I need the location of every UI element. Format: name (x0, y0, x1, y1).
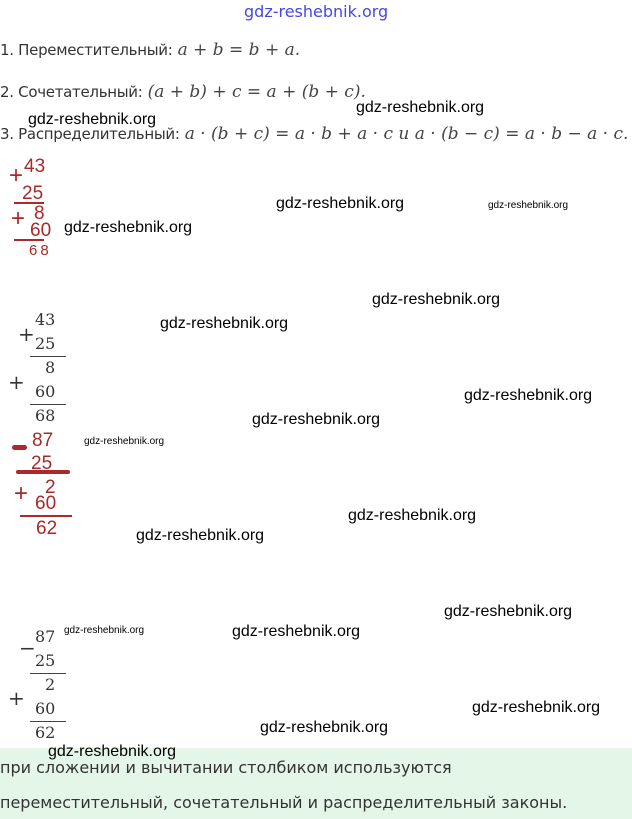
conclusion-line: при сложении и вычитании столбиком испол… (0, 758, 452, 777)
minus-sign (12, 445, 27, 450)
plus-sign: + (9, 162, 24, 189)
law-commutative: 1. Переместительный: a + b = b + a. (0, 40, 300, 60)
watermark: gdz-reshebnik.org (232, 623, 361, 640)
sum-line (14, 239, 44, 241)
top-watermark-link[interactable]: gdz-reshebnik.org (244, 2, 389, 21)
watermark: gdz-reshebnik.org (348, 507, 477, 524)
plus-sign: + (8, 370, 25, 394)
operand: 87 (32, 430, 54, 451)
law-label: 3. Распределительный: (0, 125, 180, 143)
operand: 2 (45, 675, 56, 694)
operand: 43 (35, 310, 56, 329)
conclusion-line: переместительный, сочетательный и распре… (0, 793, 568, 812)
watermark: gdz-reshebnik.org (84, 436, 165, 447)
sum-line (30, 673, 66, 674)
minus-sign: − (19, 636, 36, 660)
operand: 43 (24, 156, 46, 177)
operand: 87 (35, 627, 56, 646)
operand: 60 (30, 220, 52, 241)
watermark: gdz-reshebnik.org (464, 387, 593, 404)
watermark: gdz-reshebnik.org (356, 99, 485, 116)
sum-line (30, 404, 66, 405)
plus-sign: + (11, 205, 26, 232)
watermark: gdz-reshebnik.org (64, 625, 145, 636)
watermark: gdz-reshebnik.org (160, 315, 289, 332)
law-formula: a + b = b + a. (177, 40, 301, 60)
watermark: gdz-reshebnik.org (252, 411, 381, 428)
sum-line (30, 356, 66, 357)
operand: 25 (22, 183, 44, 204)
law-label: 1. Переместительный: (0, 41, 173, 59)
plus-sign: + (18, 322, 35, 346)
sum-line (20, 515, 72, 517)
operand: 60 (35, 699, 56, 718)
watermark: gdz-reshebnik.org (488, 200, 569, 211)
operand: 25 (35, 651, 56, 670)
law-distributive: 3. Распределительный: a · (b + c) = a · … (0, 124, 628, 144)
law-associative: 2. Сочетательный: (a + b) + c = a + (b +… (0, 82, 366, 102)
law-label: 2. Сочетательный: (0, 83, 143, 101)
watermark: gdz-reshebnik.org (64, 219, 193, 236)
watermark: gdz-reshebnik.org (28, 111, 157, 128)
law-formula: a · (b + c) = a · b + a · c и a · (b − c… (184, 124, 629, 144)
result: 68 (29, 242, 52, 259)
operand: 25 (35, 334, 56, 353)
law-formula: (a + b) + c = a + (b + c). (147, 82, 366, 102)
operand: 8 (45, 358, 56, 377)
plus-sign: + (8, 686, 25, 710)
watermark: gdz-reshebnik.org (472, 699, 601, 716)
operand: 25 (31, 453, 53, 474)
watermark: gdz-reshebnik.org (276, 195, 405, 212)
result: 68 (35, 406, 56, 425)
sum-line (30, 721, 66, 722)
watermark: gdz-reshebnik.org (372, 291, 501, 308)
operand: 8 (34, 203, 45, 224)
sum-line (16, 470, 70, 474)
watermark: gdz-reshebnik.org (136, 527, 265, 544)
operand: 60 (35, 493, 57, 514)
operand: 60 (35, 382, 56, 401)
conclusion-box: при сложении и вычитании столбиком испол… (0, 748, 632, 819)
result: 62 (35, 723, 56, 742)
sum-line (14, 202, 44, 204)
watermark: gdz-reshebnik.org (444, 603, 573, 620)
operand: 2 (45, 477, 56, 498)
plus-sign: + (14, 480, 29, 507)
watermark: gdz-reshebnik.org (260, 719, 389, 736)
result: 62 (36, 518, 58, 539)
watermark: gdz-reshebnik.org (48, 743, 177, 760)
